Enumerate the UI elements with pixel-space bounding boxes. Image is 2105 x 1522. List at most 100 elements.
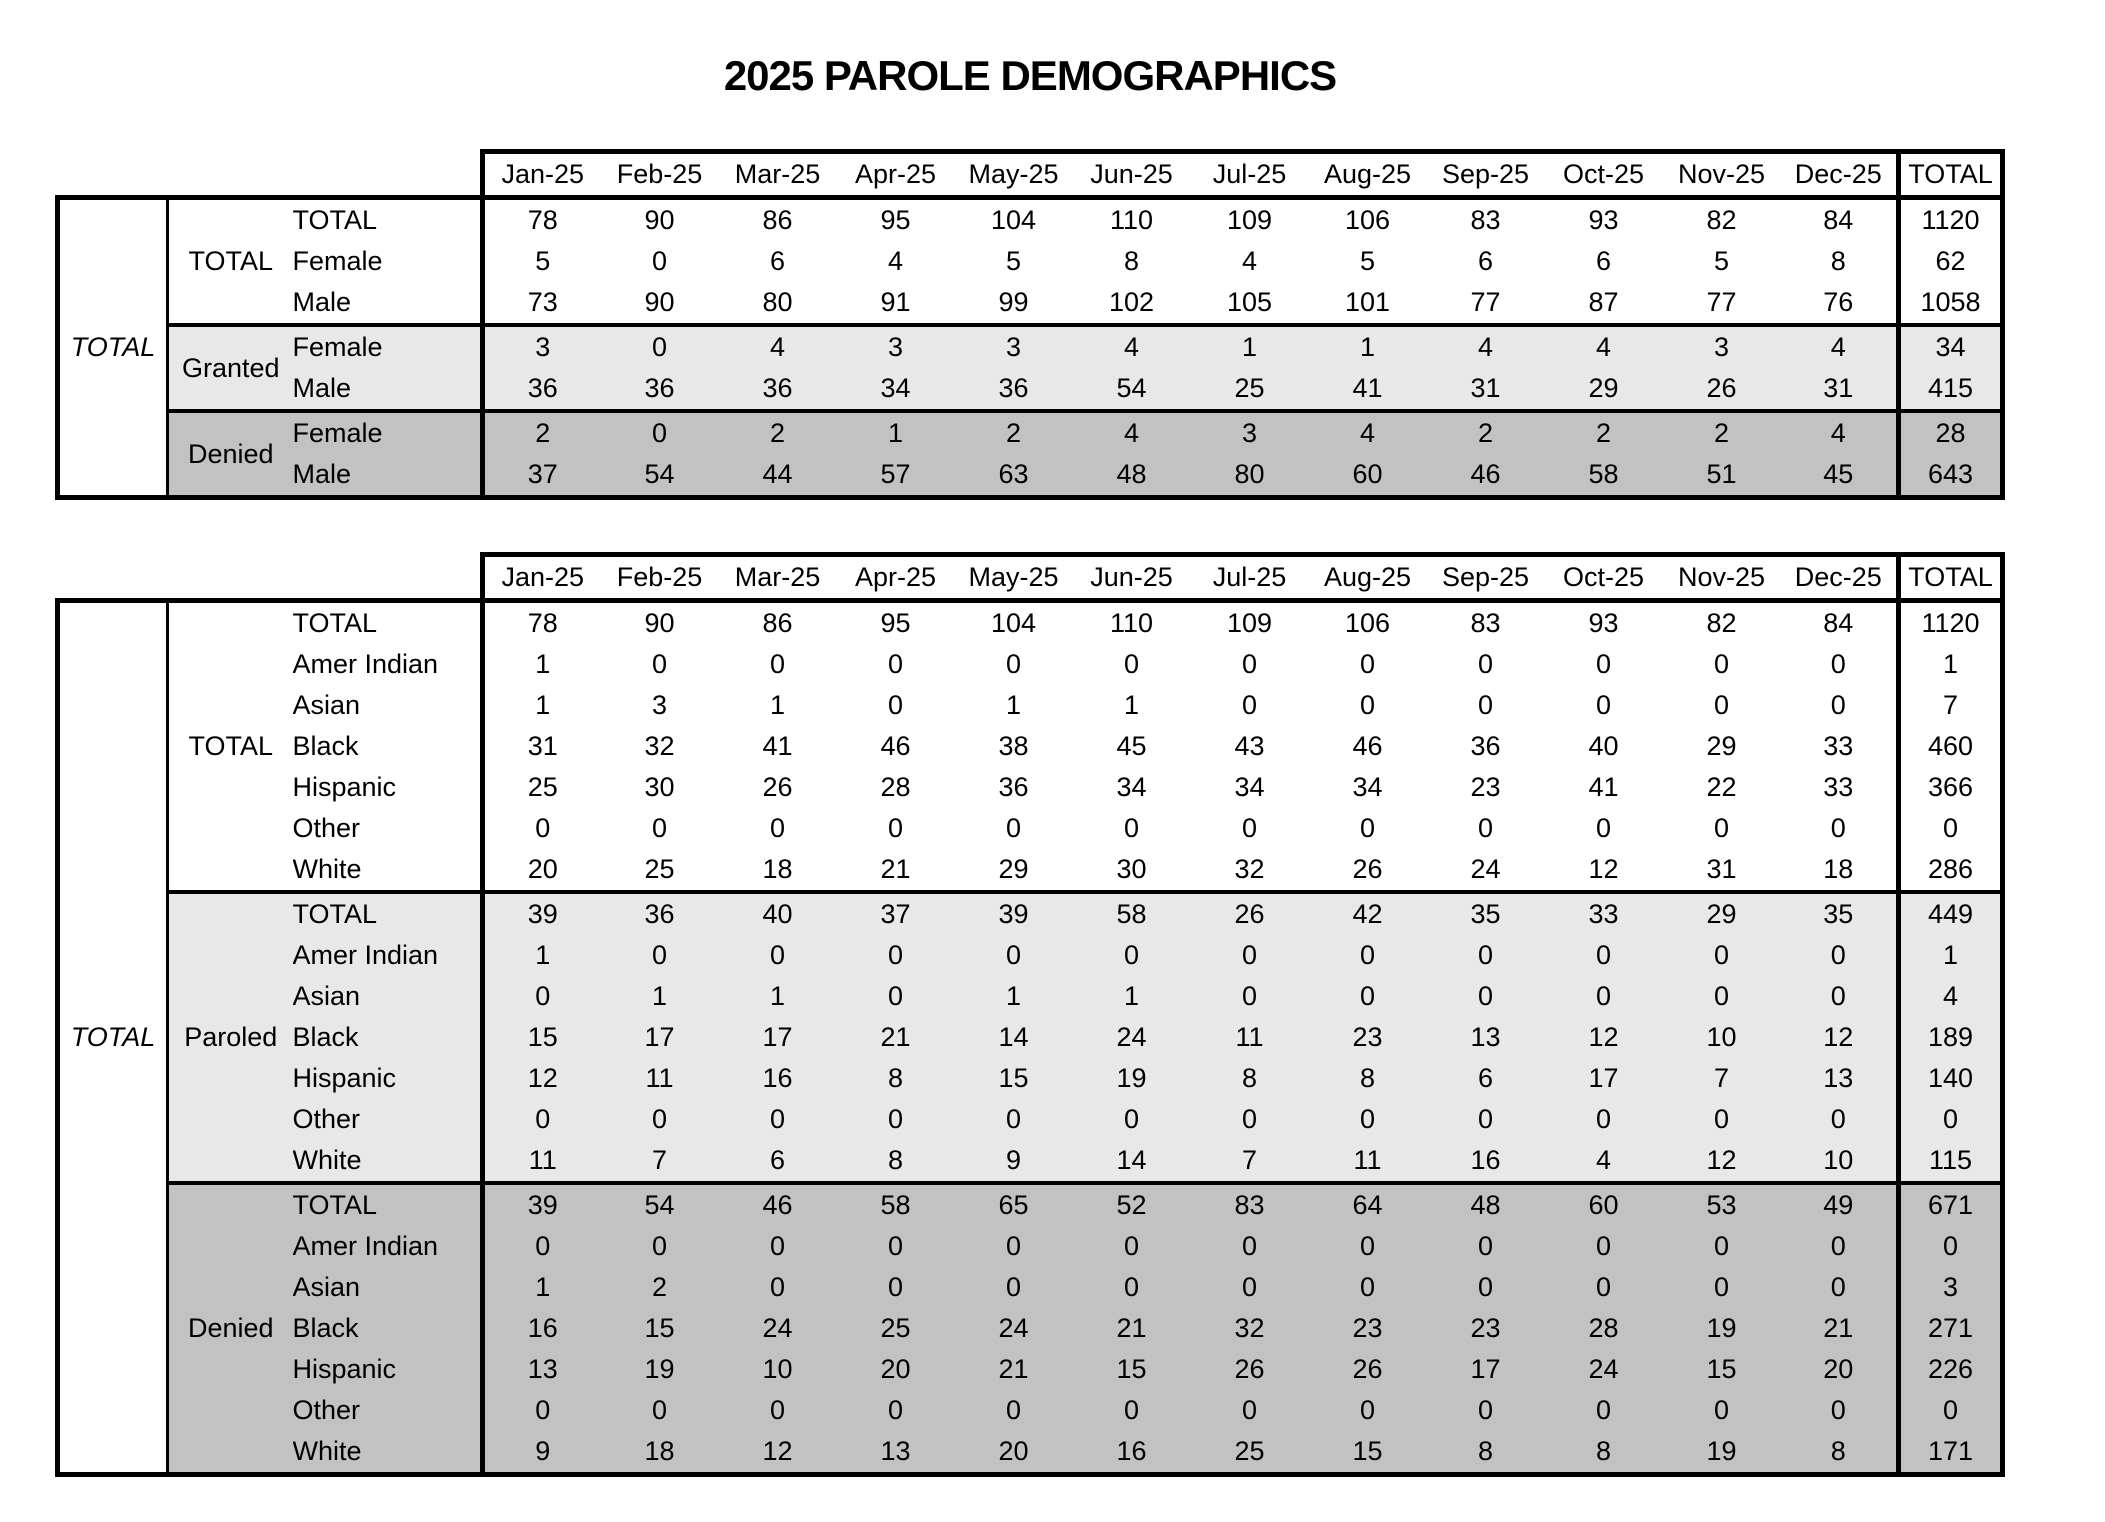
value-cell: 0: [1713, 649, 1730, 679]
value-cell: 36: [600, 890, 719, 935]
value-cell: 58: [1544, 454, 1663, 500]
value-cell: 78: [480, 598, 601, 644]
table-row: Amer Indian 1 0 0 0 0 0 0 0 0 0 0 0 1: [58, 935, 2005, 976]
month-column-header: Mar-25: [718, 552, 837, 603]
value-cell: 0: [1780, 1099, 1899, 1140]
page-title: 2025 PAROLE DEMOGRAPHICS: [723, 52, 1337, 99]
value-cell: 106: [1308, 195, 1427, 241]
value-cell: 26: [1308, 1349, 1427, 1390]
value-cell: 0: [718, 1099, 837, 1140]
value-cell: 21: [1072, 1308, 1191, 1349]
value-cell: 46: [880, 731, 911, 761]
section-label: Granted: [167, 323, 293, 411]
value-cell: 8: [1190, 1058, 1309, 1099]
value-cell: 102: [1108, 287, 1155, 317]
table-row: Male 37 54 44 57 63 48 80 60 46 58 51 45 643: [58, 454, 2005, 500]
value-cell: 18: [600, 1431, 719, 1477]
row-label: Male: [292, 454, 483, 500]
value-cell: 95: [836, 598, 955, 644]
total-column-header: TOTAL: [1896, 552, 2005, 603]
row-label: TOTAL: [292, 1181, 483, 1226]
value-cell: 65: [954, 1181, 1073, 1226]
value-cell: 3: [836, 323, 955, 368]
row-total-cell: 0: [1896, 1099, 2005, 1140]
value-cell: 0: [1662, 976, 1781, 1017]
table-row: Asian 1 3 1 0 1 1 0 0 0 0 0 0 7: [58, 685, 2005, 726]
value-cell: 0: [954, 1390, 1073, 1431]
value-cell: 1: [954, 976, 1073, 1017]
value-cell: 0: [954, 1267, 1073, 1308]
value-cell: 6: [1595, 246, 1612, 276]
table-row: Denied Female 2 0 2 1 2 4 3 4 2 2 2 4 28: [58, 409, 2005, 500]
value-cell: 5: [480, 241, 601, 282]
value-cell: 30: [644, 772, 675, 802]
value-cell: 0: [718, 1226, 837, 1267]
value-cell: 15: [954, 1058, 1073, 1099]
value-cell: 15: [1662, 1349, 1781, 1390]
month-column-header: Aug-25: [1308, 149, 1427, 200]
value-cell: 0: [887, 649, 904, 679]
value-cell: 40: [718, 890, 837, 935]
value-cell: 60: [1544, 1181, 1663, 1226]
value-cell: 20: [836, 1349, 955, 1390]
section-label: TOTAL: [167, 195, 293, 325]
value-cell: 12: [1662, 1140, 1781, 1183]
value-cell: 82: [1662, 598, 1781, 644]
value-cell: 0: [1544, 976, 1663, 1017]
value-cell: 7: [1190, 1140, 1309, 1183]
value-cell: 24: [1072, 1017, 1191, 1058]
value-cell: 4: [1544, 323, 1663, 368]
row-label: Hispanic: [292, 1058, 483, 1099]
value-cell: 33: [1544, 890, 1663, 935]
value-cell: 17: [718, 1017, 837, 1058]
value-cell: 0: [887, 813, 904, 843]
value-cell: 0: [1241, 813, 1258, 843]
row-total-cell: 7: [1896, 685, 2005, 726]
row-label: Other: [292, 1099, 483, 1140]
value-cell: 0: [1595, 649, 1612, 679]
row-label: Other: [292, 1390, 483, 1431]
month-column-header: Dec-25: [1780, 149, 1899, 200]
value-cell: 0: [1595, 813, 1612, 843]
value-cell: 24: [954, 1308, 1073, 1349]
value-cell: 36: [998, 772, 1029, 802]
row-label: TOTAL: [292, 890, 483, 935]
value-cell: 0: [1780, 1390, 1899, 1431]
value-cell: 0: [1072, 1226, 1191, 1267]
row-total-cell: 1: [1896, 935, 2005, 976]
row-total-cell: 449: [1896, 890, 2005, 935]
value-cell: 0: [836, 1226, 955, 1267]
value-cell: 63: [954, 454, 1073, 500]
month-column-header: Jul-25: [1190, 552, 1309, 603]
value-cell: 0: [769, 649, 786, 679]
value-cell: 86: [718, 195, 837, 241]
row-total-cell: 0: [1896, 808, 2005, 849]
value-cell: 19: [1662, 1431, 1781, 1477]
value-cell: 1: [1072, 976, 1191, 1017]
value-cell: 0: [480, 808, 601, 849]
value-cell: 0: [1123, 649, 1140, 679]
value-cell: 3: [1190, 409, 1309, 454]
row-total-cell: 1058: [1896, 282, 2005, 325]
row-total-cell: 1120: [1896, 195, 2005, 241]
table-row: Black 15 17 17 21 14 24 11 23 13 12 10 12 189: [58, 1017, 2005, 1058]
value-cell: 36: [1470, 731, 1501, 761]
row-total-cell: 366: [1896, 767, 2005, 808]
value-cell: 11: [600, 1058, 719, 1099]
row-total-cell: 115: [1896, 1140, 2005, 1183]
table-row: Asian 0 1 1 0 1 1 0 0 0 0 0 0 4: [58, 976, 2005, 1017]
value-cell: 0: [1190, 1390, 1309, 1431]
value-cell: 0: [651, 813, 668, 843]
value-cell: 2: [600, 1267, 719, 1308]
value-cell: 0: [1662, 1226, 1781, 1267]
table-row: Granted Female 3 0 4 3 3 4 1 1 4 4 3 4 34: [58, 323, 2005, 411]
row-label: Asian: [292, 976, 483, 1017]
value-cell: 41: [1588, 772, 1619, 802]
month-column-header: Aug-25: [1308, 552, 1427, 603]
value-cell: 93: [1544, 598, 1663, 644]
value-cell: 0: [836, 935, 955, 976]
value-cell: 11: [1190, 1017, 1309, 1058]
value-cell: 0: [600, 1099, 719, 1140]
table-row: Hispanic 13 19 10 20 21 15 26 26 17 24 15 20 226: [58, 1349, 2005, 1390]
